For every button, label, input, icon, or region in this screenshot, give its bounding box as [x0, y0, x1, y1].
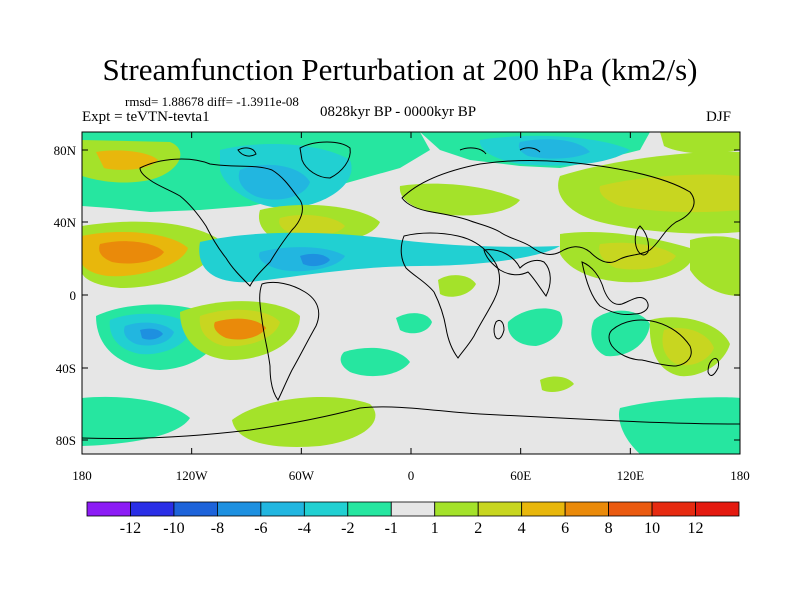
contour-pac-subtrop-dark [99, 241, 164, 264]
coast-greenland [299, 141, 351, 179]
contour-sind-small-green [540, 376, 574, 392]
colorbar-label: 12 [688, 520, 704, 537]
contour-arctic-east-green [660, 132, 740, 154]
y-tick-label: 80S [56, 433, 76, 448]
contour-so-east-teal [618, 397, 740, 454]
colorbar-label: -10 [163, 520, 184, 537]
contour-so-mid-green [232, 397, 376, 447]
colorbar-label: 10 [644, 520, 660, 537]
contour-arctic-sky [238, 164, 310, 200]
colorbar: -12 -10 -8 -6 -4 -2 -1 1 2 4 6 8 10 12 [86, 501, 740, 537]
contour-aus-green-outer [591, 310, 650, 357]
colorbar-swatch [130, 501, 175, 517]
colorbar-label: 4 [518, 520, 526, 537]
x-tick-label: 120W [176, 468, 209, 483]
colorbar-swatch [86, 501, 131, 517]
colorbar-swatch [173, 501, 218, 517]
colorbar-swatch [608, 501, 653, 517]
contour-wpac-green [690, 236, 740, 296]
y-tick-label: 80N [54, 143, 77, 158]
y-tick-label: 40N [54, 215, 77, 230]
season-label: DJF [706, 109, 732, 125]
contour-trop-blue-spot [300, 253, 330, 267]
colorbar-swatch [260, 501, 305, 517]
contour-east-npac-yellow [599, 174, 740, 213]
x-tick-label: 60W [289, 468, 315, 483]
colorbar-swatch [651, 501, 696, 517]
contour-satl-teal-2 [340, 347, 410, 377]
colorbar-swatch [390, 501, 436, 517]
colorbar-label: -8 [211, 520, 224, 537]
period-label: 0828kyr BP - 0000kyr BP [320, 104, 477, 120]
contour-natl-yellow-2 [279, 214, 345, 236]
x-tick-label: 60E [510, 468, 531, 483]
contour-arctic-sky-2 [518, 139, 590, 159]
colorbar-label: -1 [385, 520, 398, 537]
coast-arabia-india [483, 249, 551, 297]
colorbar-swatch [521, 501, 566, 517]
contour-indo-yellow [599, 242, 676, 270]
colorbar-label: 1 [431, 520, 439, 537]
contour-npac-top-orange [96, 150, 158, 170]
colorbar-label: -12 [120, 520, 141, 537]
coast-australia [608, 319, 692, 367]
colorbar-swatch [434, 501, 479, 517]
coast-madagascar [493, 319, 505, 340]
coast-eurasia [401, 159, 695, 263]
plot-title: Streamfunction Perturbation at 200 hPa (… [102, 52, 698, 87]
colorbar-label: -4 [298, 520, 311, 537]
contour-spac-blue [140, 328, 163, 340]
colorbar-swatch [216, 501, 262, 517]
coast-antarctica [82, 406, 740, 440]
coast-se-asia [581, 261, 649, 315]
y-tick-label: 0 [70, 288, 77, 303]
coastlines [82, 141, 740, 440]
colorbar-swatch [695, 501, 740, 517]
contour-so-west-teal [82, 396, 190, 446]
contour-indian-teal [507, 308, 563, 346]
coast-north-asia-islands [237, 147, 541, 157]
x-tick-label: 180 [72, 468, 92, 483]
x-tick-label: 180 [730, 468, 750, 483]
contour-satl-teal [396, 313, 432, 334]
coast-africa [400, 232, 501, 359]
y-tick-label: 40S [56, 361, 76, 376]
x-tick-label: 0 [408, 468, 415, 483]
contour-samerica-orange [214, 318, 266, 340]
experiment-label: Expt = teVTN-tevta1 [82, 109, 210, 125]
contour-eurasia-green [399, 183, 520, 216]
colorbar-label: 8 [605, 520, 613, 537]
coast-north-america [139, 158, 303, 287]
colorbar-swatch [303, 501, 349, 517]
colorbar-label: 2 [474, 520, 482, 537]
colorbar-label: -2 [341, 520, 354, 537]
coast-south-america [259, 281, 320, 401]
colorbar-label: -6 [254, 520, 267, 537]
coast-japan [634, 225, 649, 256]
colorbar-label: 6 [561, 520, 569, 537]
coast-new-zealand [707, 357, 719, 376]
colorbar-swatch [477, 501, 523, 517]
contour-aus-yellow [662, 328, 714, 366]
colorbar-swatch [564, 501, 610, 517]
contour-africa-green [438, 275, 476, 297]
axis-ticks: 180 120W 60W 0 60E 120E 180 80N 40N 0 40S 80S [54, 132, 750, 483]
colorbar-swatch [347, 501, 392, 517]
rmsd-diff-stats: rmsd= 1.88678 diff= -1.3911e-08 [125, 94, 299, 109]
x-tick-label: 120E [617, 468, 645, 483]
